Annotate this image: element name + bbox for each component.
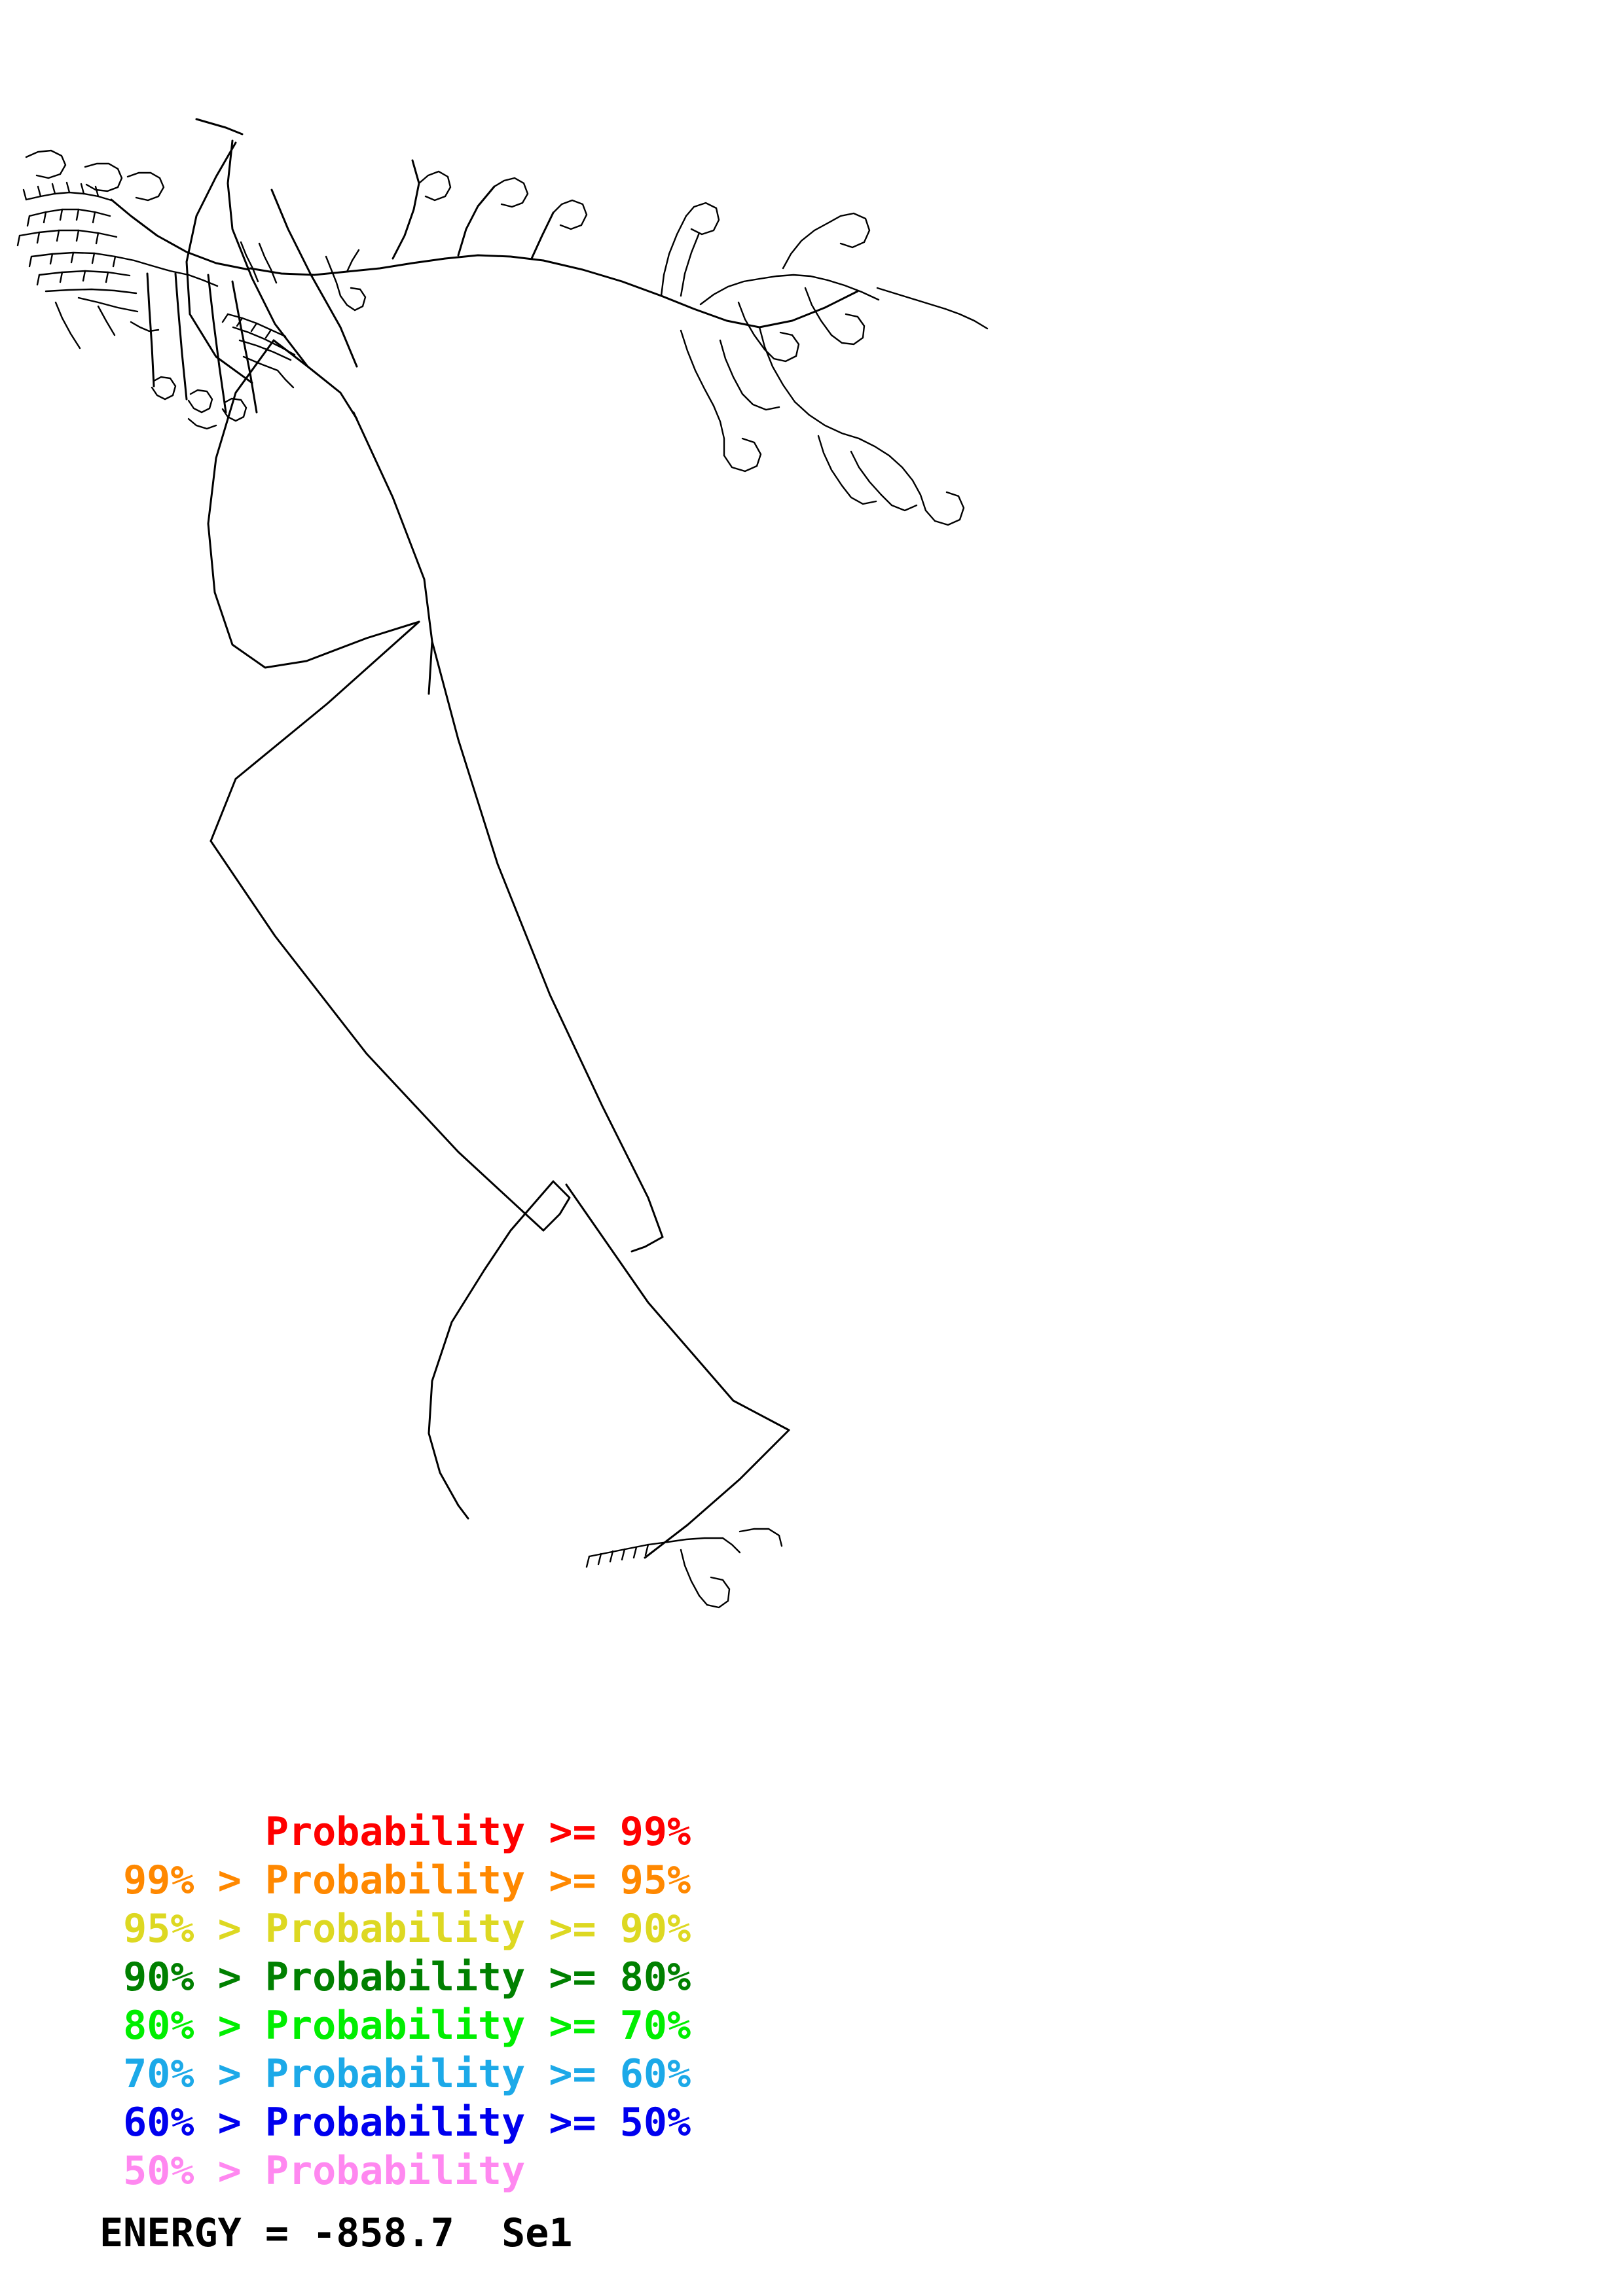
energy-annotation: ENERGY = -858.7 Se1 [100,2210,573,2256]
legend-row-60: 70% > Probability >= 60% [100,2051,691,2097]
legend-row-70: 80% > Probability >= 70% [100,2003,691,2049]
legend-row-below-50: 50% > Probability [100,2148,526,2194]
rna-structure-diagram [0,0,1623,1702]
legend-row-90: 95% > Probability >= 90% [100,1906,691,1952]
legend-row-50: 60% > Probability >= 50% [100,2100,691,2145]
legend-row-80: 90% > Probability >= 80% [100,1954,691,2000]
rna-backbone-upper-strands [110,118,859,414]
rna-helix-segments [16,149,989,1609]
legend-row-99: Probability >= 99% [100,1809,691,1855]
legend-row-95: 99% > Probability >= 95% [100,1857,691,1903]
rna-backbone-long-strands [207,339,790,1559]
diagram-background [0,0,1623,1702]
probability-legend: Probability >= 99% 99% > Probability >= … [0,1808,1623,2195]
